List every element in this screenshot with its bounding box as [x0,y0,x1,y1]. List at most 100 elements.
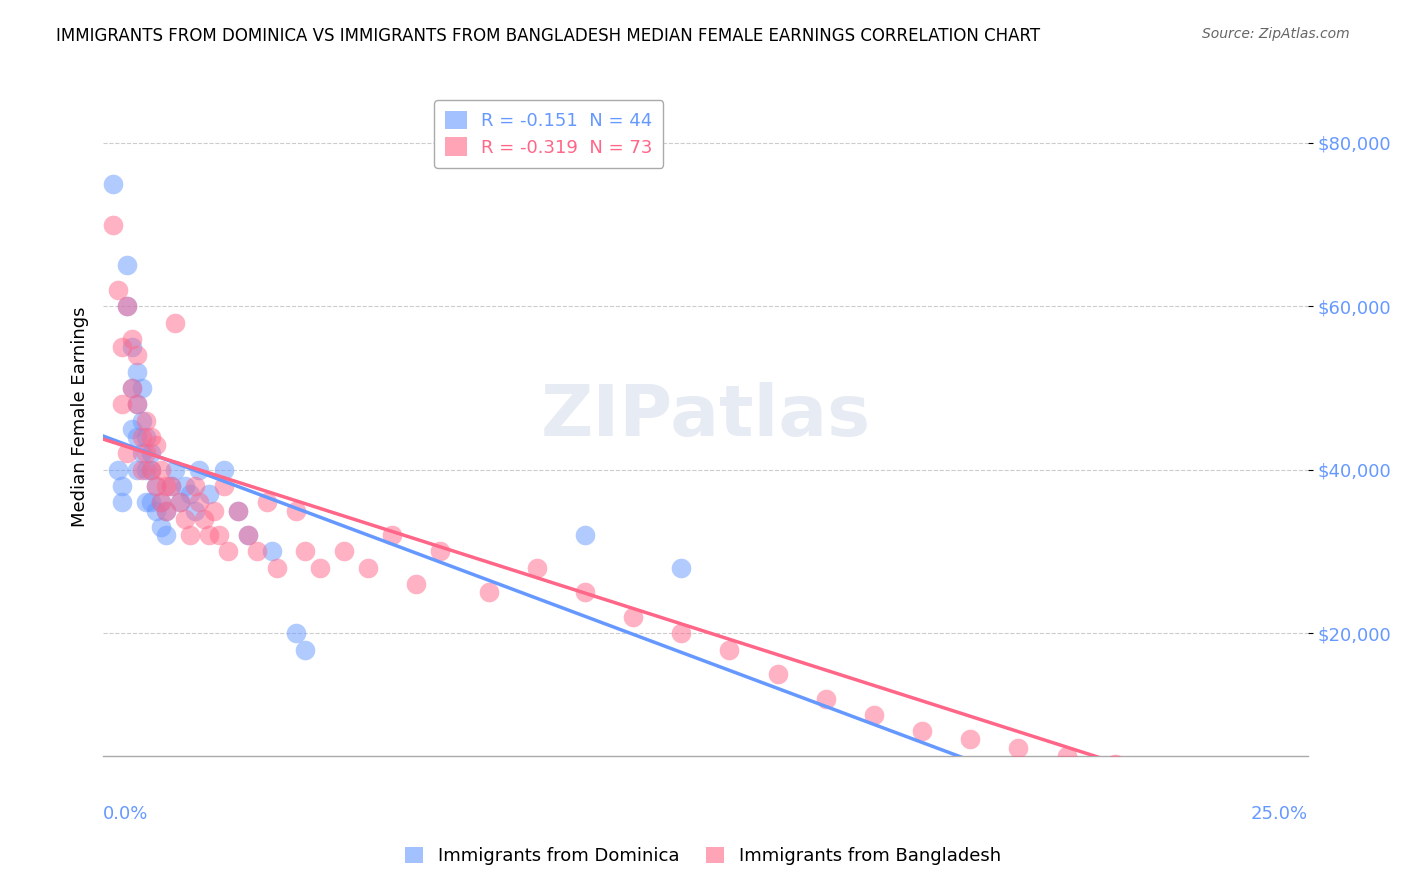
Immigrants from Bangladesh [141,430,163,444]
Immigrants from Dominica [131,381,153,395]
Immigrants from Bangladesh [574,585,596,599]
Immigrants from Bangladesh [284,503,307,517]
Immigrants from Dominica [131,414,153,428]
Immigrants from Bangladesh [766,667,789,681]
Immigrants from Bangladesh [145,438,167,452]
Immigrants from Bangladesh [671,626,693,640]
Immigrants from Bangladesh [208,528,231,542]
Immigrants from Bangladesh [169,495,191,509]
Immigrants from Dominica [115,259,138,273]
Immigrants from Bangladesh [333,544,356,558]
Legend: R = -0.151  N = 44, R = -0.319  N = 73: R = -0.151 N = 44, R = -0.319 N = 73 [434,100,664,168]
Immigrants from Bangladesh [526,561,548,575]
Immigrants from Dominica [671,561,693,575]
Immigrants from Bangladesh [266,561,288,575]
Immigrants from Bangladesh [212,479,235,493]
Immigrants from Bangladesh [131,463,153,477]
Immigrants from Dominica [107,463,129,477]
Immigrants from Bangladesh [1199,773,1222,788]
Immigrants from Dominica [226,503,249,517]
Immigrants from Bangladesh [309,561,332,575]
Immigrants from Dominica [121,422,143,436]
Immigrants from Bangladesh [155,503,177,517]
Text: 0.0%: 0.0% [103,805,149,822]
Immigrants from Dominica [145,479,167,493]
Immigrants from Dominica [198,487,221,501]
Immigrants from Dominica [149,495,172,509]
Immigrants from Bangladesh [155,479,177,493]
Immigrants from Dominica [155,528,177,542]
Immigrants from Dominica [183,503,205,517]
Immigrants from Dominica [159,479,181,493]
Immigrants from Dominica [121,381,143,395]
Text: ZIPatlas: ZIPatlas [540,382,870,451]
Immigrants from Bangladesh [381,528,404,542]
Immigrants from Dominica [115,299,138,313]
Immigrants from Bangladesh [193,512,215,526]
Immigrants from Dominica [125,463,148,477]
Immigrants from Dominica [125,397,148,411]
Immigrants from Bangladesh [217,544,239,558]
Immigrants from Dominica [135,495,157,509]
Immigrants from Bangladesh [141,463,163,477]
Immigrants from Bangladesh [101,218,124,232]
Immigrants from Bangladesh [256,495,278,509]
Immigrants from Bangladesh [621,610,644,624]
Immigrants from Bangladesh [183,479,205,493]
Immigrants from Dominica [135,430,157,444]
Immigrants from Bangladesh [115,299,138,313]
Immigrants from Bangladesh [1056,748,1078,763]
Immigrants from Bangladesh [1175,769,1198,783]
Immigrants from Dominica [165,463,187,477]
Immigrants from Bangladesh [179,528,201,542]
Immigrants from Bangladesh [718,642,741,657]
Immigrants from Bangladesh [357,561,380,575]
Text: IMMIGRANTS FROM DOMINICA VS IMMIGRANTS FROM BANGLADESH MEDIAN FEMALE EARNINGS CO: IMMIGRANTS FROM DOMINICA VS IMMIGRANTS F… [56,27,1040,45]
Immigrants from Bangladesh [959,732,981,747]
Immigrants from Dominica [260,544,283,558]
Immigrants from Bangladesh [429,544,451,558]
Immigrants from Dominica [284,626,307,640]
Immigrants from Bangladesh [1296,783,1319,797]
Immigrants from Dominica [155,503,177,517]
Immigrants from Bangladesh [477,585,499,599]
Immigrants from Bangladesh [149,463,172,477]
Immigrants from Bangladesh [1128,761,1150,775]
Immigrants from Bangladesh [1007,740,1029,755]
Immigrants from Bangladesh [226,503,249,517]
Legend: Immigrants from Dominica, Immigrants from Bangladesh: Immigrants from Dominica, Immigrants fro… [396,838,1010,874]
Immigrants from Dominica [111,479,134,493]
Immigrants from Dominica [149,520,172,534]
Text: Source: ZipAtlas.com: Source: ZipAtlas.com [1202,27,1350,41]
Immigrants from Dominica [111,495,134,509]
Immigrants from Dominica [212,463,235,477]
Immigrants from Bangladesh [294,544,316,558]
Immigrants from Bangladesh [1104,757,1126,772]
Immigrants from Bangladesh [188,495,211,509]
Immigrants from Bangladesh [863,708,886,723]
Immigrants from Bangladesh [911,724,934,739]
Immigrants from Dominica [125,430,148,444]
Immigrants from Dominica [141,446,163,460]
Immigrants from Bangladesh [1296,781,1319,796]
Immigrants from Dominica [141,463,163,477]
Immigrants from Dominica [294,642,316,657]
Immigrants from Dominica [188,463,211,477]
Immigrants from Dominica [135,463,157,477]
Immigrants from Bangladesh [405,577,427,591]
Immigrants from Bangladesh [1296,785,1319,799]
Immigrants from Dominica [141,495,163,509]
Immigrants from Bangladesh [1225,775,1247,789]
Immigrants from Bangladesh [121,381,143,395]
Immigrants from Bangladesh [198,528,221,542]
Immigrants from Bangladesh [111,397,134,411]
Immigrants from Bangladesh [1272,780,1295,794]
Y-axis label: Median Female Earnings: Median Female Earnings [72,306,89,527]
Immigrants from Bangladesh [125,348,148,362]
Immigrants from Bangladesh [1249,777,1271,791]
Immigrants from Bangladesh [115,446,138,460]
Immigrants from Bangladesh [131,430,153,444]
Immigrants from Bangladesh [174,512,197,526]
Immigrants from Bangladesh [1152,765,1174,780]
Immigrants from Bangladesh [107,283,129,297]
